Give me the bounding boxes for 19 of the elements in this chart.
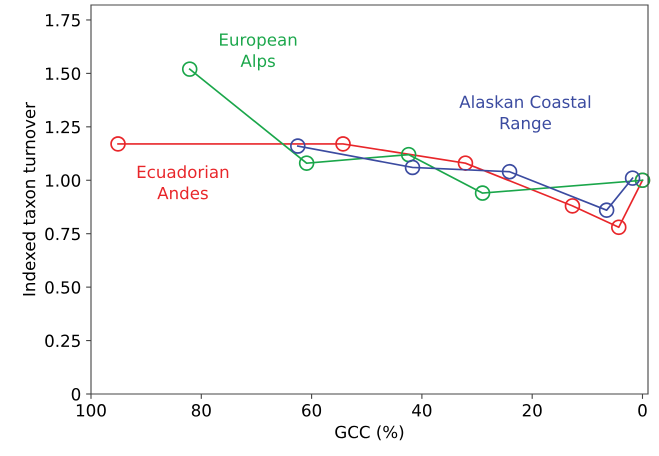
- y-tick-label: 0.50: [45, 281, 80, 294]
- x-axis-title: GCC (%): [335, 425, 404, 440]
- y-tick-label: 1.00: [46, 174, 80, 187]
- series-label: European Alps: [220, 34, 296, 70]
- x-tick-label: 100: [76, 404, 106, 417]
- x-tick-label: 20: [522, 404, 542, 417]
- y-axis-title: Indexed taxon turnover: [22, 102, 36, 296]
- x-tick-label: 0: [638, 404, 647, 417]
- y-tick-label: 1.25: [46, 120, 80, 134]
- y-tick-label: 0: [72, 388, 80, 401]
- y-tick-label: 0.25: [45, 334, 80, 348]
- x-tick-label: 40: [412, 404, 432, 417]
- y-tick-label: 1.75: [46, 14, 80, 27]
- x-tick-label: 80: [192, 404, 211, 417]
- text: Alaskan Coastal Range: [459, 95, 590, 133]
- series-label: Ecuadorian Andes: [138, 165, 228, 200]
- x-tick-label: 60: [302, 404, 322, 417]
- y-tick-label: 1.50: [46, 67, 80, 80]
- y-tick-label: 0.75: [45, 228, 80, 240]
